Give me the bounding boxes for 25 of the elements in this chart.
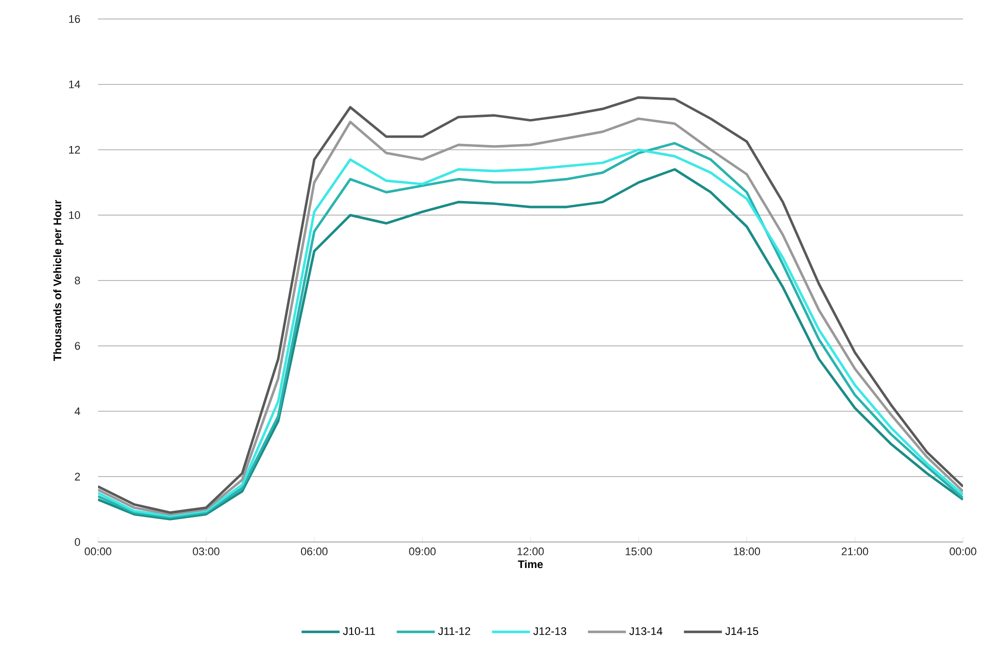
x-tick-label: 12:00: [518, 548, 544, 556]
x-tick-label: 00:00: [84, 548, 112, 556]
legend-label: J13-14: [629, 627, 662, 636]
y-tick-label: 0: [74, 538, 80, 546]
y-tick-label: 4: [74, 407, 80, 416]
x-tick-label: 18:00: [734, 548, 760, 556]
y-axis-title: Thousands of Vehicle per Hour: [53, 200, 64, 362]
y-tick-label: 14: [69, 80, 80, 88]
x-tick-label: 00:00: [950, 548, 976, 556]
x-tick-label: 06:00: [300, 548, 328, 556]
x-tick-label: 09:00: [409, 548, 436, 556]
y-tick-label: 16: [69, 15, 80, 23]
x-axis-title: Time: [518, 560, 543, 568]
y-tick-label: 12: [69, 146, 80, 154]
y-tick-label: 10: [69, 211, 80, 220]
y-tick-label: 2: [74, 472, 80, 480]
y-tick-label: 8: [74, 276, 80, 284]
x-tick-label: 03:00: [192, 548, 220, 556]
x-tick-label: 15:00: [626, 548, 652, 556]
legend-label: J12-13: [533, 627, 566, 636]
y-tick-label: 6: [74, 342, 80, 350]
legend-label: J14-15: [725, 627, 758, 635]
x-tick-label: 21:00: [842, 548, 868, 556]
legend-label: J10-11: [343, 627, 375, 636]
legend-label: J11-12: [438, 627, 470, 636]
